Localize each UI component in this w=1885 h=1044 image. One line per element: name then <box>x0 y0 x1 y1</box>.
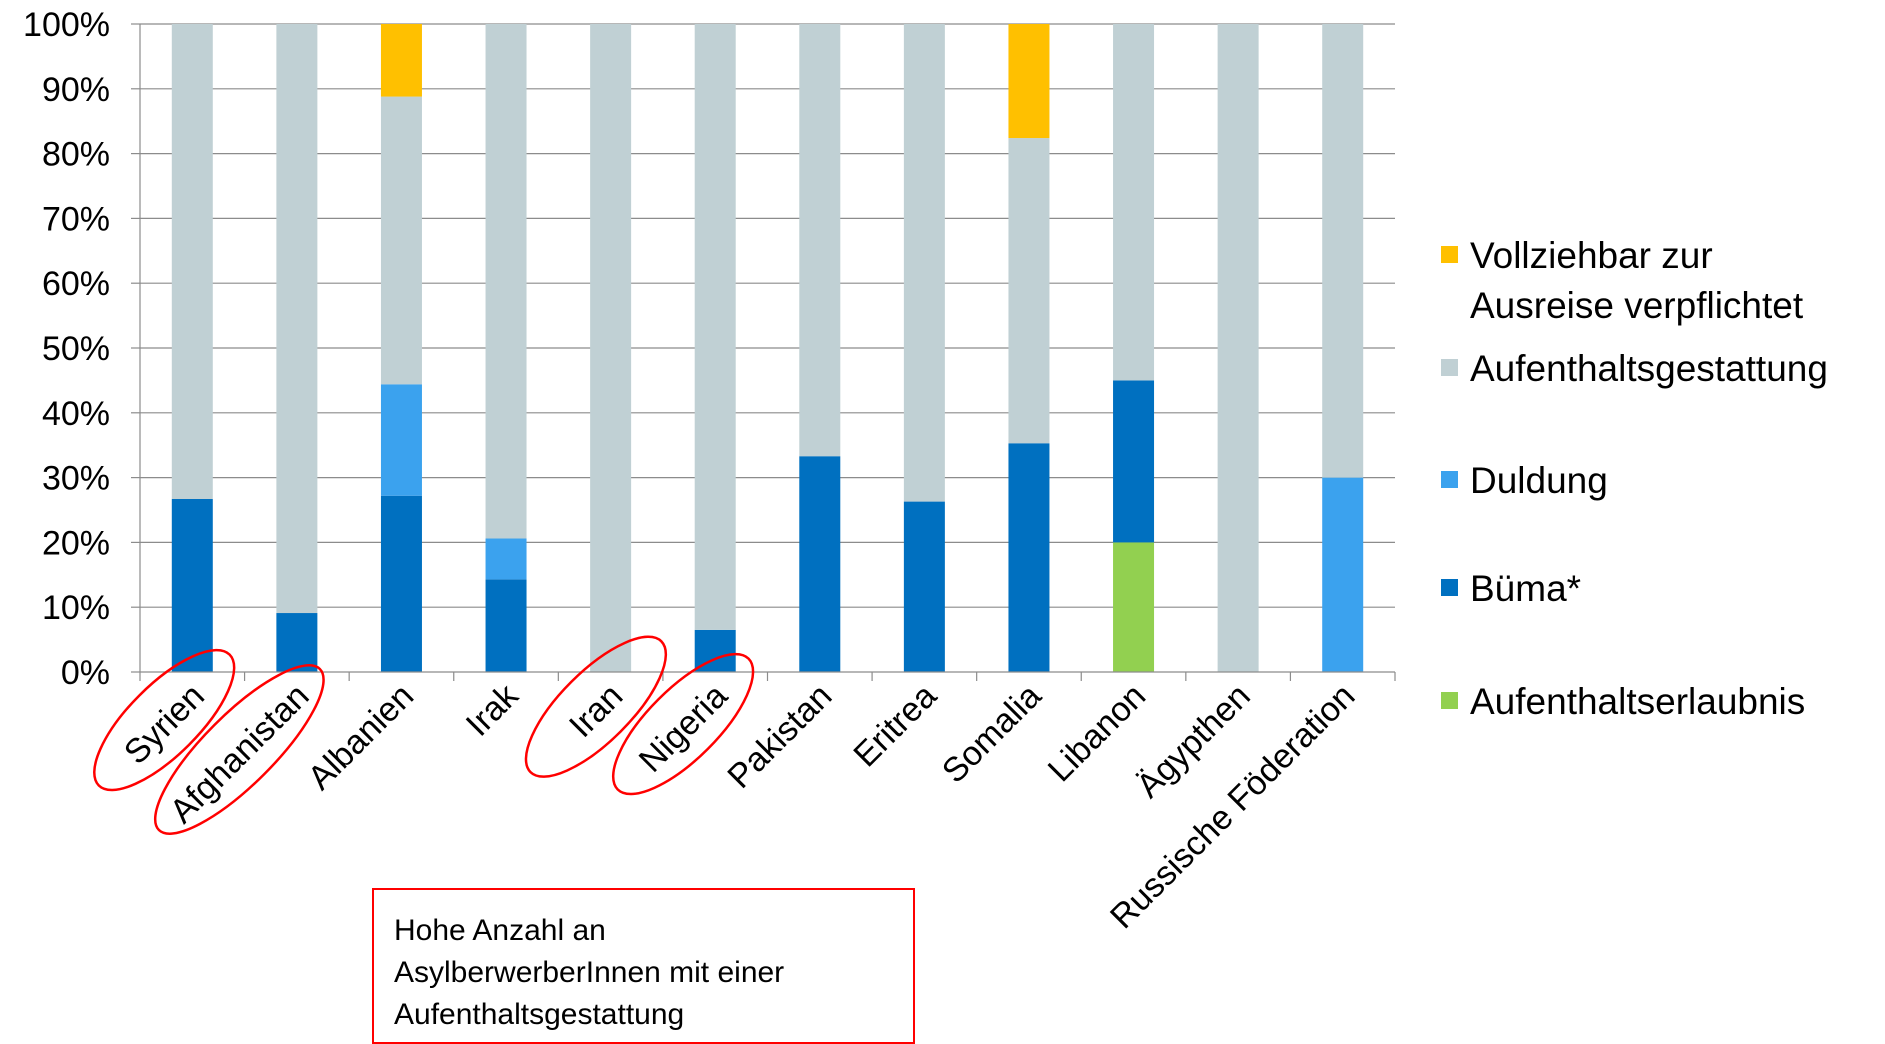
legend-label: Aufenthaltsgestattung <box>1470 348 1828 389</box>
annotation-box: Hohe Anzahl an AsylberwerberInnen mit ei… <box>372 888 915 1044</box>
legend-label: Ausreise verpflichtet <box>1470 285 1804 326</box>
y-tick-label: 70% <box>42 200 110 238</box>
legend-swatch <box>1441 359 1458 376</box>
bar-segment-b-ma--somalia <box>1008 443 1050 672</box>
y-tick-label: 50% <box>42 330 110 368</box>
legend-label: Duldung <box>1470 460 1608 501</box>
bars <box>171 24 1364 672</box>
y-tick-label: 100% <box>23 6 110 44</box>
highlight-ellipse <box>93 648 236 792</box>
highlight-ellipse <box>611 652 755 796</box>
legend: Vollziehbar zur Ausreise verpflichtet Aufe… <box>1441 235 1828 722</box>
gridlines <box>140 23 1395 608</box>
highlight-ellipse <box>153 664 325 835</box>
y-tick-label: 90% <box>42 71 110 109</box>
legend-swatch <box>1441 471 1458 488</box>
y-tick-label: 60% <box>42 265 110 303</box>
category-label: Eritrea <box>846 677 944 775</box>
y-tick-label: 10% <box>42 589 110 627</box>
y-tick-label: 40% <box>42 395 110 433</box>
bar-segment-duldung-albanien <box>380 384 422 496</box>
legend-label: Aufenthaltserlaubnis <box>1470 681 1805 722</box>
y-tick-labels: 0% 10% 20% 30% 40% 50% 60% 70% 80% 90% 100% <box>23 6 110 692</box>
category-label: Nigeria <box>632 677 735 780</box>
bar-segment-vollziehbar-zur-ausreise-verpflichtet-somalia <box>1008 24 1050 139</box>
bar-segment-aufenthaltsgestattung-afghanistan <box>276 24 318 614</box>
bar-segment-aufenthaltsgestattung-irak <box>485 24 527 539</box>
highlight-ellipses <box>93 635 755 835</box>
bar-segment-b-ma--albanien <box>380 495 422 672</box>
legend-swatch <box>1441 579 1458 596</box>
bar-segment-aufenthaltsgestattung-nigeria <box>694 24 736 630</box>
bar-segment-vollziehbar-zur-ausreise-verpflichtet-albanien <box>380 24 422 97</box>
bar-segment-aufenthaltsgestattung-iran <box>590 24 632 672</box>
bar-segment-duldung-russische-f-deration <box>1322 477 1364 672</box>
bar-segment-b-ma--eritrea <box>903 501 945 672</box>
category-label: Pakistan <box>720 677 839 796</box>
annotation-line: Aufenthaltsgestattung <box>394 998 685 1031</box>
y-tick-label: 20% <box>42 524 110 562</box>
annotation-line: AsylberwerberInnen mit einer <box>394 956 785 989</box>
y-tick-label: 0% <box>61 654 110 692</box>
bar-segment-aufenthaltsgestattung--gypthen <box>1217 24 1259 672</box>
bar-segment-aufenthaltsgestattung-russische-f-deration <box>1322 24 1364 478</box>
bar-segment-b-ma--pakistan <box>799 456 841 672</box>
legend-label: Vollziehbar zur <box>1470 235 1713 276</box>
category-label: Albanien <box>301 677 421 797</box>
bar-segment-b-ma--afghanistan <box>276 613 318 672</box>
category-label: Syrien <box>117 677 212 772</box>
bar-segment-aufenthaltsgestattung-syrien <box>171 24 213 499</box>
category-label: Somalia <box>935 677 1049 791</box>
axes <box>131 23 1396 681</box>
legend-label: Büma* <box>1470 568 1581 609</box>
bar-segment-b-ma--syrien <box>171 498 213 672</box>
annotation-line: Hohe Anzahl an <box>394 914 606 947</box>
highlight-ellipse <box>524 635 668 778</box>
bar-segment-aufenthaltsgestattung-libanon <box>1113 24 1155 381</box>
bar-segment-aufenthaltsgestattung-albanien <box>380 96 422 385</box>
y-tick-label: 80% <box>42 136 110 174</box>
bar-segment-aufenthaltsgestattung-pakistan <box>799 24 841 457</box>
bar-segment-aufenthaltsgestattung-eritrea <box>903 24 945 502</box>
bar-segment-b-ma--irak <box>485 579 527 672</box>
bar-segment-duldung-irak <box>485 538 527 580</box>
bar-segment-aufenthaltsgestattung-somalia <box>1008 138 1050 444</box>
category-label: Iran <box>562 677 630 745</box>
bar-segment-aufenthaltserlaubnis-libanon <box>1113 542 1155 672</box>
legend-swatch <box>1441 692 1458 709</box>
category-label: Irak <box>459 676 527 744</box>
bar-segment-b-ma--libanon <box>1113 380 1155 543</box>
y-tick-label: 30% <box>42 460 110 498</box>
legend-swatch <box>1441 246 1458 263</box>
